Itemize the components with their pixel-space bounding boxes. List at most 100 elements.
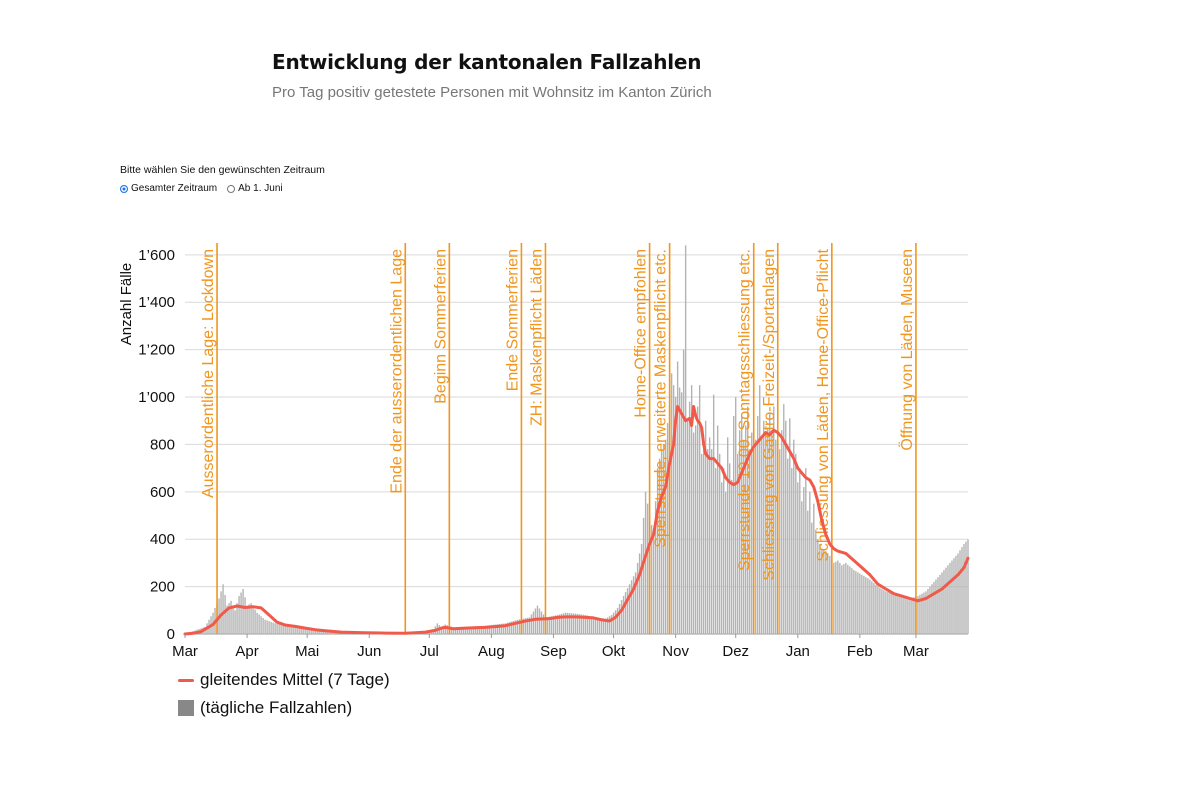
daily-bar — [612, 612, 615, 634]
daily-bar — [314, 630, 316, 634]
daily-bar — [560, 613, 563, 634]
daily-bar — [640, 543, 643, 634]
daily-bar — [610, 615, 613, 634]
daily-bar — [642, 517, 645, 634]
event-label: Schliessung von Gastro-Freizeit-/Sportan… — [761, 249, 778, 581]
radio-selected-icon[interactable] — [120, 184, 128, 193]
daily-bar — [871, 581, 873, 634]
daily-bar — [480, 625, 483, 634]
daily-bar — [688, 401, 691, 634]
daily-bar — [739, 430, 741, 634]
x-axis: Mar Apr Mai Jun Jul Aug Sep Okt Nov Dez Jan Feb Mar — [172, 634, 929, 660]
daily-bar — [947, 565, 949, 634]
daily-bar — [883, 590, 885, 634]
daily-bar — [935, 579, 937, 634]
daily-bar — [909, 598, 911, 634]
y-tick-label: 0 — [167, 626, 175, 643]
daily-bar — [873, 583, 875, 634]
daily-bar — [815, 529, 817, 634]
daily-bar — [789, 418, 791, 634]
x-tick-label: Jan — [786, 643, 810, 660]
x-tick-label: Mar — [172, 643, 198, 660]
daily-bar — [454, 628, 457, 634]
daily-bar — [737, 453, 739, 634]
daily-bar — [726, 437, 729, 634]
daily-bar — [248, 604, 250, 634]
daily-bar — [692, 432, 695, 634]
daily-bar — [568, 613, 571, 634]
daily-bar — [953, 558, 955, 634]
daily-bar — [735, 397, 737, 634]
daily-bar — [787, 458, 789, 634]
daily-bar — [939, 574, 941, 634]
daily-bar — [626, 588, 629, 634]
daily-bar — [504, 623, 507, 634]
legend-bar-swatch — [178, 700, 194, 716]
daily-bar — [712, 394, 715, 634]
daily-bar — [955, 555, 957, 634]
daily-bar — [813, 503, 815, 634]
daily-bar — [741, 413, 743, 634]
daily-bar — [258, 614, 260, 634]
daily-bar — [592, 616, 595, 634]
radio-unselected-icon[interactable] — [227, 184, 236, 193]
daily-bar — [901, 596, 903, 634]
daily-bar — [911, 597, 913, 634]
daily-bar — [656, 468, 659, 634]
daily-bar — [514, 620, 517, 634]
daily-bar — [660, 449, 663, 634]
daily-bar — [316, 630, 318, 634]
radio-from-june-label: Ab 1. Juni — [238, 183, 283, 194]
daily-bar — [272, 622, 274, 634]
daily-bar — [761, 437, 763, 634]
daily-bar — [624, 592, 627, 634]
daily-bar — [959, 550, 961, 634]
daily-bar — [268, 621, 270, 634]
moving-average-line — [183, 405, 970, 636]
daily-bar — [638, 553, 641, 634]
daily-bar — [522, 618, 525, 634]
daily-bar — [256, 612, 258, 634]
radio-full-period[interactable]: Gesamter Zeitraum — [120, 183, 217, 194]
daily-bar — [963, 543, 965, 634]
event-label: Ausserordentliche Lage: Lockdown — [200, 249, 217, 498]
daily-bar — [791, 468, 793, 634]
daily-bar — [694, 425, 697, 634]
daily-bar — [749, 449, 751, 634]
daily-bar — [266, 620, 268, 634]
daily-bar — [759, 385, 761, 634]
daily-bar — [765, 432, 767, 634]
daily-bar — [847, 564, 849, 634]
daily-bar — [488, 625, 491, 634]
daily-bar — [879, 587, 881, 634]
daily-bar — [510, 621, 513, 634]
daily-bar — [706, 449, 709, 634]
daily-bar — [470, 626, 473, 634]
daily-bar — [927, 588, 929, 634]
daily-bar — [500, 623, 503, 634]
period-selector-label: Bitte wählen Sie den gewünschten Zeitrau… — [120, 164, 325, 176]
daily-bar — [580, 614, 583, 634]
daily-bar — [945, 567, 947, 634]
legend-item-daily: (tägliche Fallzahlen) — [178, 694, 390, 722]
daily-bar — [292, 627, 294, 634]
daily-bar — [528, 617, 531, 634]
daily-bar — [232, 605, 234, 634]
daily-bar — [722, 468, 725, 634]
daily-bar — [636, 562, 639, 634]
y-axis-title: Anzahl Fälle — [118, 263, 135, 346]
daily-bar — [889, 592, 891, 634]
daily-bar — [228, 603, 230, 634]
daily-bar — [696, 406, 699, 634]
daily-bar — [574, 613, 577, 634]
daily-bar — [718, 453, 721, 634]
y-tick-label: 600 — [150, 484, 175, 501]
daily-bar — [310, 629, 312, 634]
daily-bar — [284, 625, 286, 634]
daily-bar — [492, 624, 495, 634]
daily-bar — [608, 616, 611, 634]
radio-from-june[interactable]: Ab 1. Juni — [227, 183, 283, 194]
daily-bar — [943, 570, 945, 634]
daily-bar — [460, 627, 463, 634]
